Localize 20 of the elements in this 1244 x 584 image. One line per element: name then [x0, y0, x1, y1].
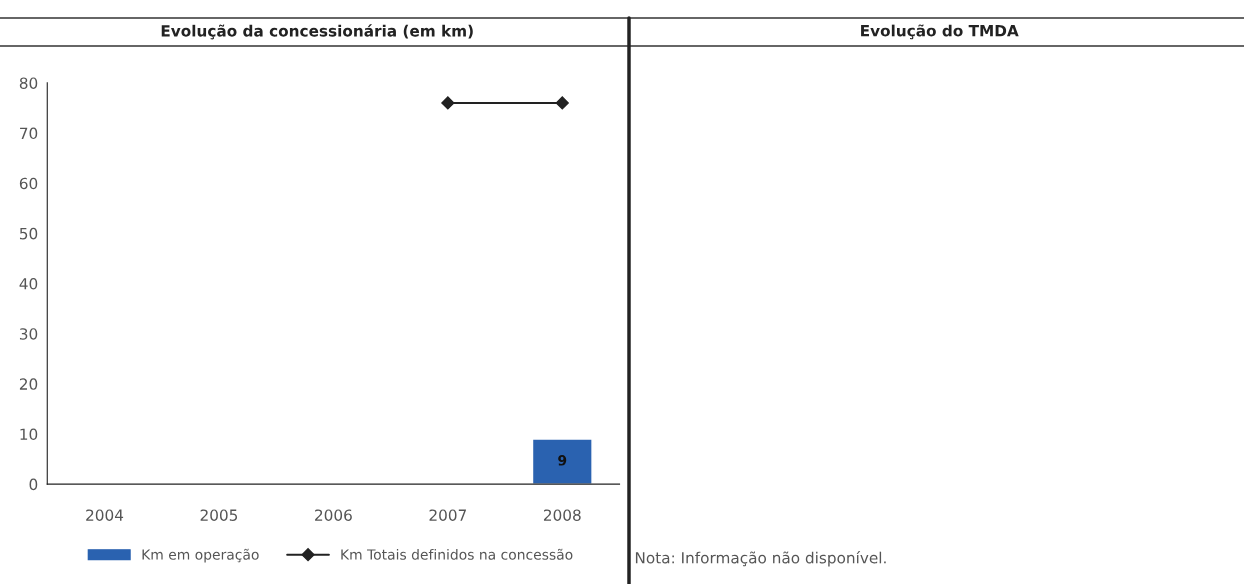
y-tick-label: 30	[19, 328, 38, 340]
y-tick-label: 50	[19, 227, 38, 240]
legend-label: Km Totais definidos na concessão	[341, 548, 573, 560]
x-tick-label: 2005	[200, 509, 238, 521]
x-tick-label: 2008	[543, 509, 581, 521]
x-tick-label: 2007	[429, 509, 466, 521]
y-tick-label: 10	[20, 428, 38, 441]
y-tick-label: 80	[19, 77, 38, 89]
y-tick-label: 0	[29, 478, 38, 491]
data-label: 9	[558, 455, 567, 466]
legend-label: Km em operação	[142, 548, 259, 563]
y-tick-label: 20	[19, 378, 38, 390]
chart-title: Evolução da concessionária (em km)	[161, 24, 473, 40]
x-tick-label: 2006	[315, 509, 352, 521]
y-tick-label: 70	[20, 127, 38, 140]
text: Nota: Informação não disponível.	[635, 551, 886, 567]
y-tick-label: 60	[19, 177, 38, 190]
x-tick-label: 2004	[86, 509, 124, 521]
text: Evolução do TMDA	[861, 24, 1019, 40]
y-tick-label: 40	[19, 278, 38, 290]
